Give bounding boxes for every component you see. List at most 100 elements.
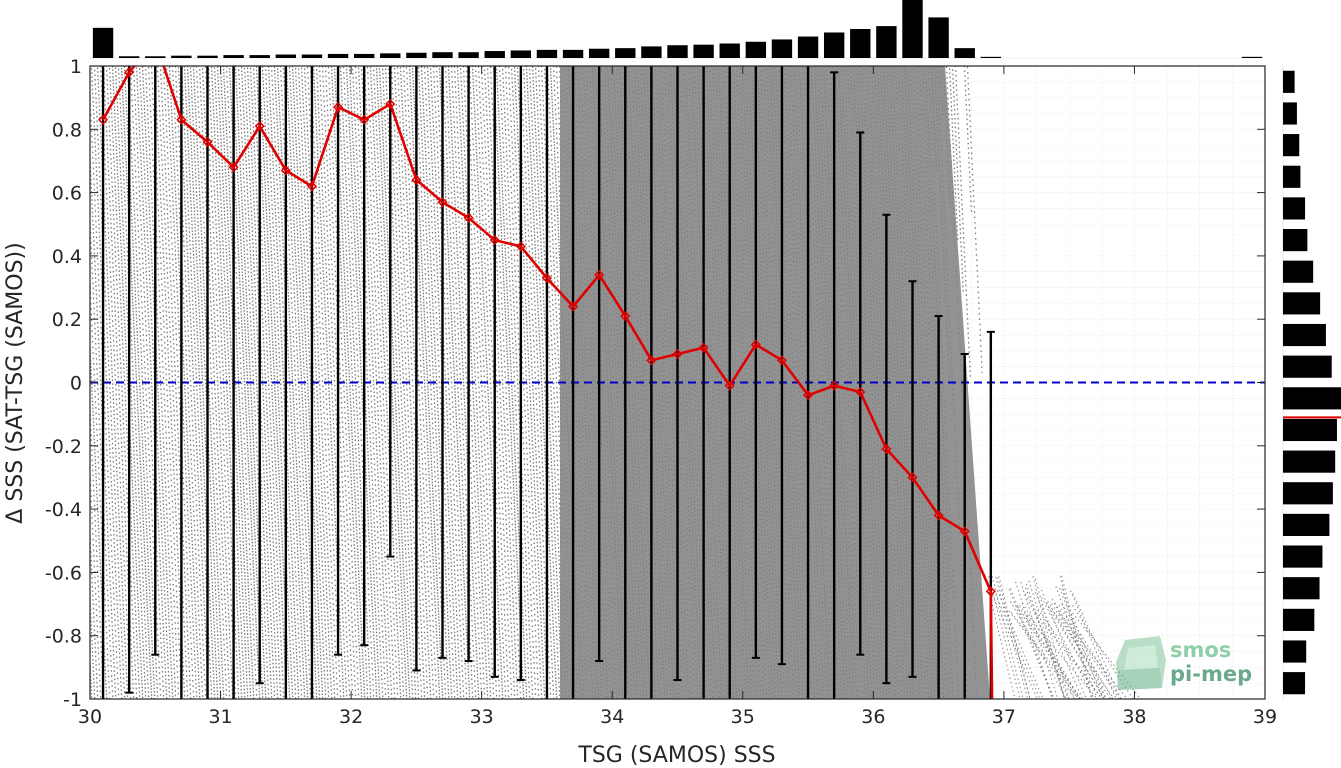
y-axis-ticks: 1 0.8 0.6 0.4 0.2 0 -0.2 -0.4 -0.6 -0.8 -1 (45, 56, 1265, 711)
scatter-tail (1046, 602, 1106, 699)
x-axis-label: TSG (SAMOS) SSS (577, 743, 775, 768)
scatter-streak (324, 66, 357, 699)
x-tick-label: 36 (861, 706, 885, 728)
mean-marker (907, 472, 918, 483)
mean-marker (672, 348, 683, 360)
mean-marker (411, 174, 422, 186)
y-tick-label: 0 (70, 373, 82, 395)
mean-marker (594, 269, 605, 280)
scatter-streak (330, 66, 363, 699)
right-histogram-bar (1283, 608, 1315, 631)
scatter-streak (444, 66, 477, 699)
scatter-streak (195, 66, 228, 699)
top-histogram-bar (510, 50, 532, 58)
scatter-streak (396, 66, 429, 699)
scatter-tail (1034, 592, 1084, 699)
right-histogram (1282, 66, 1341, 699)
scatter-streak (393, 66, 426, 699)
y-tick-label: -0.2 (45, 436, 82, 458)
scatter-tail (993, 590, 1041, 699)
scatter-streak (228, 66, 261, 699)
scatter-streak (546, 66, 579, 699)
scatter-streak (948, 66, 959, 242)
scatter-tail (1009, 601, 1068, 699)
top-histogram-bar (353, 53, 375, 58)
top-histogram-bar (197, 55, 218, 58)
y-tick-label: -1 (63, 689, 82, 711)
mean-marker (985, 586, 996, 597)
y-tick-label: 0.4 (52, 246, 82, 268)
scatter-streak (111, 66, 144, 699)
scatter-streak (90, 209, 114, 699)
mean-marker (829, 380, 840, 391)
scatter-streak (447, 66, 480, 699)
right-histogram-bar (1283, 197, 1306, 220)
scatter-streak (156, 66, 189, 699)
scatter-tail (990, 591, 1038, 699)
scatter-tail (1010, 612, 1080, 699)
scatter-streak (504, 66, 537, 699)
x-tick-label: 37 (992, 706, 1016, 728)
right-histogram-bar (1283, 323, 1326, 347)
top-histogram-bar (458, 52, 479, 58)
y-tick-label: 1 (70, 56, 82, 78)
y-tick-label: -0.8 (45, 626, 82, 648)
top-histogram-bar (928, 17, 949, 58)
top-histogram-bar (380, 53, 401, 58)
scatter-streak (177, 66, 210, 699)
top-histogram-bar (823, 32, 845, 58)
top-histogram (90, 0, 1265, 59)
top-histogram-bar (588, 48, 610, 58)
y-tick-label: 0.8 (52, 119, 82, 141)
right-histogram-bar (1283, 260, 1314, 283)
scatter-streak (231, 66, 264, 699)
top-histogram-bar (745, 41, 767, 58)
scatter-streak (174, 66, 207, 699)
scatter-tail (1008, 610, 1076, 699)
top-histogram-bar (145, 56, 166, 58)
top-histogram-bar (249, 55, 270, 58)
right-histogram-bar (1283, 228, 1308, 252)
scatter-tail (1034, 611, 1103, 699)
scatter-streak (465, 66, 498, 699)
scatter-streak (468, 66, 501, 699)
scatter-streak (255, 66, 288, 699)
scatter-streak (345, 66, 378, 699)
scatter-tail (1028, 580, 1066, 699)
mean-marker (567, 301, 579, 312)
scatter-streak (186, 66, 219, 699)
scatter-streak (120, 66, 153, 699)
scatter-streak (309, 66, 342, 699)
mean-marker (463, 212, 474, 223)
top-histogram-bar (432, 52, 453, 58)
right-histogram-bar (1283, 513, 1330, 537)
scatter-streak (540, 66, 573, 699)
scatter-streak (510, 66, 543, 699)
mean-marker (515, 241, 526, 252)
mean-marker (332, 102, 344, 113)
top-histogram-bar (484, 51, 505, 58)
x-tick-label: 31 (208, 706, 232, 728)
binned-mean-line (97, 66, 996, 699)
scatter-tail (1070, 590, 1117, 699)
scatter-tail (1058, 612, 1128, 699)
scatter-streak (273, 66, 306, 699)
scatter-streak (432, 66, 465, 699)
mean-marker (437, 197, 448, 208)
top-histogram-bar (667, 45, 688, 58)
top-histogram-bar (719, 43, 740, 58)
scatter-streak (477, 66, 510, 699)
scatter-tail (1050, 607, 1115, 699)
scatter-streak (408, 66, 441, 699)
scatter-tail (1072, 592, 1122, 699)
logo-emblem-icon (1116, 636, 1166, 690)
mean-marker (646, 355, 657, 366)
scatter-streak (354, 66, 387, 699)
scatter-streak (294, 66, 327, 699)
top-histogram-bar (876, 26, 897, 58)
y-tick-label: -0.6 (45, 562, 82, 584)
mean-marker (254, 121, 265, 132)
scatter-tail (1061, 575, 1093, 699)
mean-marker (855, 386, 866, 398)
